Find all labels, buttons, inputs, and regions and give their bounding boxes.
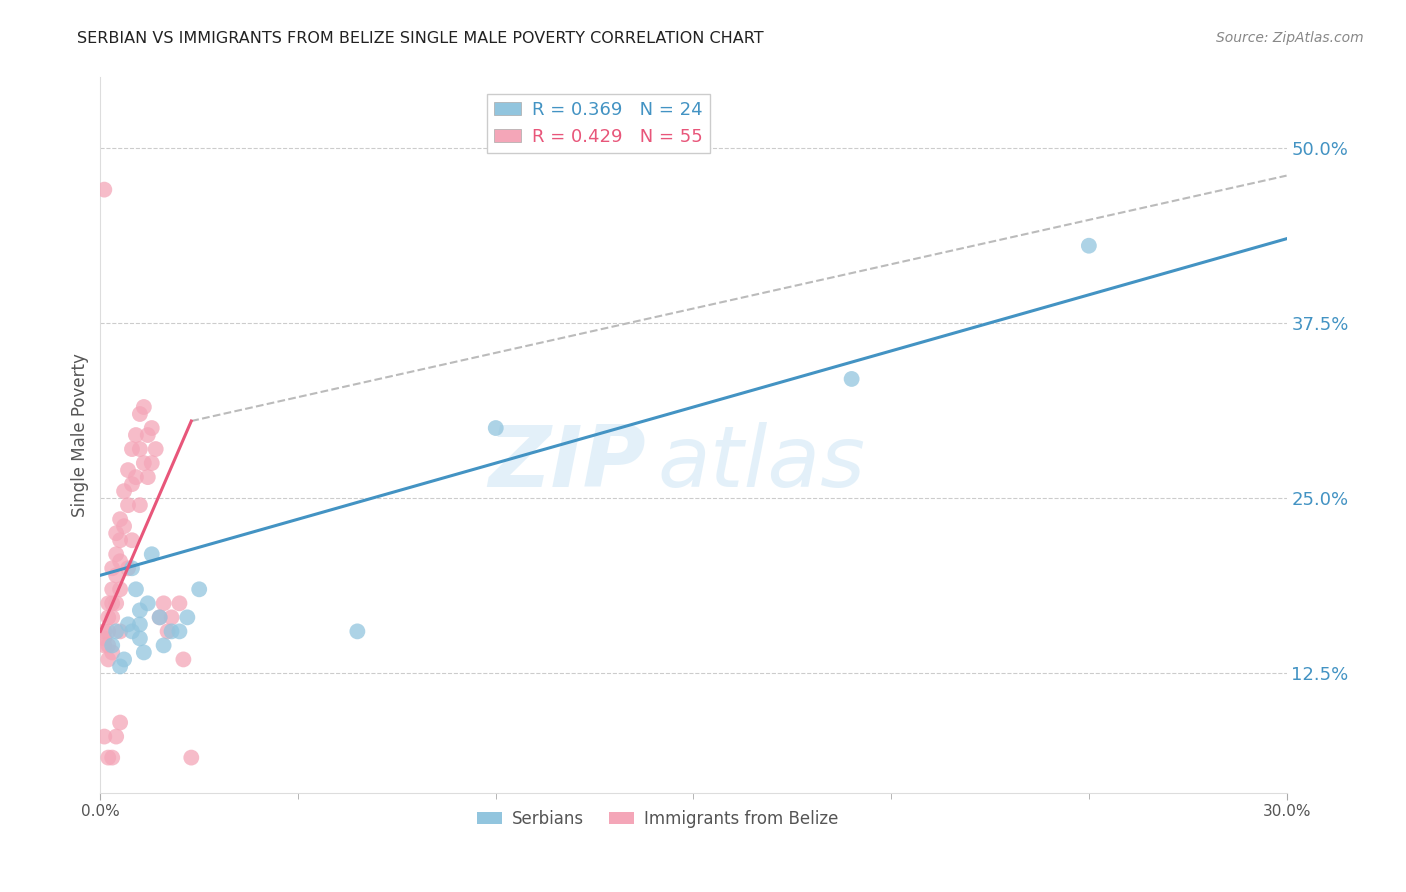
Point xyxy=(149,610,172,624)
Point xyxy=(105,730,128,744)
Point xyxy=(101,750,124,764)
Point xyxy=(101,561,124,575)
Point xyxy=(105,624,128,639)
Point xyxy=(121,477,143,491)
Point xyxy=(149,610,172,624)
Point xyxy=(128,617,150,632)
Point xyxy=(132,645,155,659)
Point xyxy=(841,372,863,386)
Point xyxy=(125,470,148,484)
Point xyxy=(141,547,163,561)
Point xyxy=(136,596,159,610)
Point xyxy=(156,624,179,639)
Text: ZIP: ZIP xyxy=(488,422,645,505)
Point xyxy=(105,547,128,561)
Point xyxy=(132,456,155,470)
Point xyxy=(128,498,150,512)
Point xyxy=(108,533,131,548)
Point xyxy=(160,610,183,624)
Point xyxy=(121,624,143,639)
Point xyxy=(128,632,150,646)
Point xyxy=(101,610,124,624)
Point xyxy=(117,617,139,632)
Legend: Serbians, Immigrants from Belize: Serbians, Immigrants from Belize xyxy=(471,803,845,834)
Point xyxy=(125,582,148,597)
Point xyxy=(1077,238,1099,252)
Point xyxy=(101,582,124,597)
Text: Source: ZipAtlas.com: Source: ZipAtlas.com xyxy=(1216,31,1364,45)
Point xyxy=(128,442,150,456)
Point xyxy=(117,498,139,512)
Point xyxy=(97,610,120,624)
Point xyxy=(105,596,128,610)
Point xyxy=(346,624,368,639)
Point xyxy=(108,659,131,673)
Text: SERBIAN VS IMMIGRANTS FROM BELIZE SINGLE MALE POVERTY CORRELATION CHART: SERBIAN VS IMMIGRANTS FROM BELIZE SINGLE… xyxy=(77,31,763,46)
Y-axis label: Single Male Poverty: Single Male Poverty xyxy=(72,353,89,517)
Point xyxy=(121,533,143,548)
Point xyxy=(101,639,124,653)
Point xyxy=(93,730,115,744)
Point xyxy=(112,652,135,666)
Text: atlas: atlas xyxy=(658,422,866,505)
Point xyxy=(160,624,183,639)
Point xyxy=(141,421,163,435)
Point xyxy=(125,428,148,442)
Point xyxy=(101,596,124,610)
Point xyxy=(93,183,115,197)
Point xyxy=(152,639,174,653)
Point xyxy=(169,596,191,610)
Point xyxy=(152,596,174,610)
Point xyxy=(117,561,139,575)
Point xyxy=(172,652,194,666)
Point xyxy=(132,400,155,414)
Point xyxy=(93,639,115,653)
Point xyxy=(485,421,508,435)
Point xyxy=(169,624,191,639)
Point xyxy=(108,512,131,526)
Point xyxy=(145,442,167,456)
Point xyxy=(105,568,128,582)
Point xyxy=(121,442,143,456)
Point xyxy=(108,554,131,568)
Point xyxy=(97,596,120,610)
Point xyxy=(97,624,120,639)
Point xyxy=(97,750,120,764)
Point xyxy=(180,750,202,764)
Point xyxy=(108,624,131,639)
Point xyxy=(176,610,198,624)
Point xyxy=(112,484,135,499)
Point xyxy=(93,624,115,639)
Point xyxy=(101,645,124,659)
Point xyxy=(141,456,163,470)
Point xyxy=(136,428,159,442)
Point xyxy=(128,407,150,421)
Point xyxy=(136,470,159,484)
Point xyxy=(117,463,139,477)
Point xyxy=(188,582,211,597)
Point xyxy=(121,561,143,575)
Point xyxy=(128,603,150,617)
Point xyxy=(97,652,120,666)
Point xyxy=(108,715,131,730)
Point xyxy=(108,582,131,597)
Point xyxy=(112,519,135,533)
Point xyxy=(93,632,115,646)
Point xyxy=(105,526,128,541)
Point xyxy=(97,639,120,653)
